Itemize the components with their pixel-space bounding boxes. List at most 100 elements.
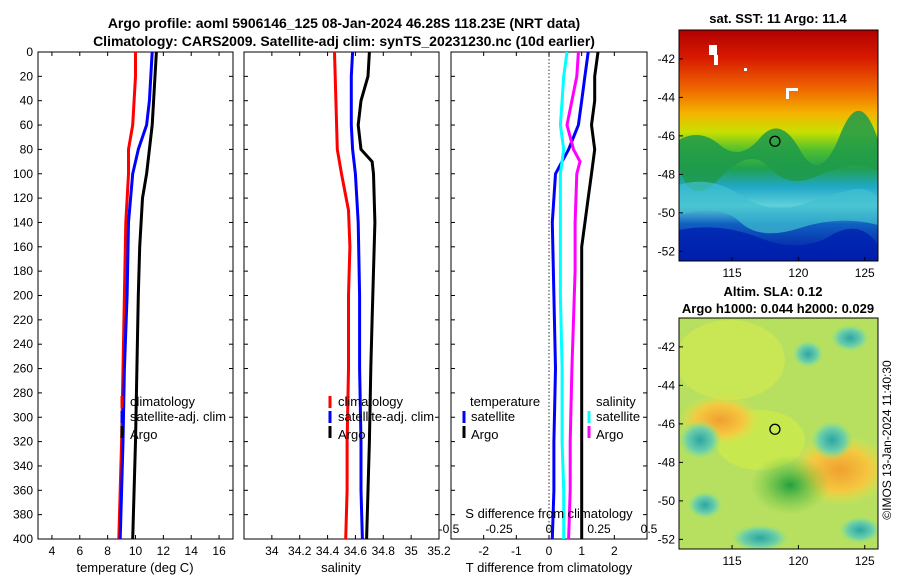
x-tick-label: -2 bbox=[478, 544, 489, 558]
x2-tick-label: 0.5 bbox=[641, 522, 658, 536]
y-tick-label: 220 bbox=[13, 313, 33, 327]
x-tick-label: 12 bbox=[157, 544, 171, 558]
y-tick-label: 320 bbox=[13, 435, 33, 449]
imos-credit: ©IMOS 13-Jan-2024 11:40:30 bbox=[880, 360, 894, 520]
depth-ticks: 0 20 40 60 80 100 120 140 160 180 200 220 240 260 280 3… bbox=[13, 45, 647, 546]
y-tick-label: 260 bbox=[13, 362, 33, 376]
x-tick-label: 34.4 bbox=[316, 544, 340, 558]
map-x-tick-label: 115 bbox=[722, 266, 741, 280]
legend-label-satellite: satellite-adj. clim bbox=[338, 409, 434, 424]
salinity-axes bbox=[243, 51, 440, 540]
legend-title-temperature: temperature bbox=[470, 394, 540, 409]
sst-map-frame bbox=[678, 29, 879, 262]
sla-map-ticks: 115 120 125 -42 -44 -46 -48 -50 -52 bbox=[658, 340, 875, 568]
x-tick-label: 2 bbox=[611, 544, 618, 558]
x-tick-label: 34.8 bbox=[372, 544, 396, 558]
x-tick-label: 1 bbox=[578, 544, 585, 558]
y-tick-label: 340 bbox=[13, 459, 33, 473]
legend-label-argo: Argo bbox=[338, 427, 365, 442]
title-line-2: Climatology: CARS2009. Satellite-adj cli… bbox=[93, 33, 595, 49]
map-y-tick-label: -44 bbox=[658, 90, 676, 104]
map-y-tick-label: -42 bbox=[658, 52, 676, 66]
y-tick-label: 140 bbox=[13, 215, 33, 229]
y-tick-label: 160 bbox=[13, 240, 33, 254]
map-y-tick-label: -50 bbox=[658, 206, 676, 220]
x-tick-label: 4 bbox=[49, 544, 56, 558]
y-tick-label: 20 bbox=[20, 69, 34, 83]
x-tick-label: 35 bbox=[404, 544, 418, 558]
map-y-tick-label: -48 bbox=[658, 167, 676, 181]
y-tick-label: 120 bbox=[13, 191, 33, 205]
x-tick-label: 35.2 bbox=[427, 544, 451, 558]
map-x-tick-label: 120 bbox=[788, 554, 808, 568]
series-line-satellite-adj-clim bbox=[349, 51, 364, 540]
argo-location-marker bbox=[769, 423, 781, 435]
y-tick-label: 300 bbox=[13, 410, 33, 424]
salinity-legend: climatology satellite-adj. clim Argo bbox=[328, 394, 434, 442]
difference-series-group: -2 -1 0 1 2 -0.5 -0.25 0 0.25 0.5 bbox=[439, 51, 658, 558]
legend-label-s-satellite: satellite bbox=[596, 409, 640, 424]
sla-heatmap-image bbox=[679, 318, 878, 549]
legend-label-satellite: satellite-adj. clim bbox=[130, 409, 226, 424]
temperature-series-group: 4 6 8 10 12 14 16 bbox=[49, 51, 226, 558]
x-tick-label: 14 bbox=[185, 544, 199, 558]
map-y-tick-label: -50 bbox=[658, 494, 676, 508]
title-line-1: Argo profile: aoml 5906146_125 08-Jan-20… bbox=[108, 15, 580, 31]
series-line-argo bbox=[131, 51, 158, 540]
legend-label-t-argo: Argo bbox=[471, 427, 498, 442]
y-tick-label: 180 bbox=[13, 264, 33, 278]
legend-label-climatology: climatology bbox=[130, 394, 196, 409]
map-x-tick-label: 125 bbox=[855, 554, 875, 568]
map-y-tick-label: -44 bbox=[658, 378, 676, 392]
series-line-s-argo bbox=[565, 51, 582, 540]
temperature-legend: climatology satellite-adj. clim Argo bbox=[120, 394, 226, 442]
map-y-tick-label: -46 bbox=[658, 417, 676, 431]
series-line-s-satellite bbox=[558, 51, 569, 539]
difference-x2label: S difference from climatology bbox=[465, 506, 633, 521]
x2-tick-label: 0.25 bbox=[587, 522, 611, 536]
sla-map-frame bbox=[678, 317, 879, 550]
x2-tick-label: -0.5 bbox=[439, 522, 460, 536]
series-line-climatology bbox=[333, 51, 352, 540]
x-tick-label: 6 bbox=[76, 544, 83, 558]
y-tick-label: 200 bbox=[13, 289, 33, 303]
x-tick-label: 16 bbox=[212, 544, 226, 558]
map-y-tick-label: -48 bbox=[658, 455, 676, 469]
map-x-tick-label: 120 bbox=[788, 266, 808, 280]
sla-map-subtitle: Argo h1000: 0.044 h2000: 0.029 bbox=[682, 301, 874, 316]
y-tick-label: 240 bbox=[13, 337, 33, 351]
argo-location-marker bbox=[769, 135, 781, 147]
x-tick-label: 8 bbox=[104, 544, 111, 558]
map-y-tick-label: -52 bbox=[658, 244, 676, 258]
y-tick-label: 80 bbox=[20, 142, 34, 156]
x2-tick-label: -0.25 bbox=[485, 522, 513, 536]
sla-map-title: Altim. SLA: 0.12 bbox=[724, 284, 823, 299]
legend-title-salinity: salinity bbox=[596, 394, 636, 409]
legend-label-argo: Argo bbox=[130, 427, 157, 442]
legend-label-t-satellite: satellite bbox=[471, 409, 515, 424]
x-tick-label: 34.6 bbox=[344, 544, 368, 558]
legend-label-climatology: climatology bbox=[338, 394, 404, 409]
y-tick-label: 380 bbox=[13, 508, 33, 522]
x-tick-label: 0 bbox=[546, 544, 553, 558]
y-tick-label: 0 bbox=[26, 45, 33, 59]
map-x-tick-label: 125 bbox=[855, 266, 875, 280]
series-line-argo bbox=[356, 51, 377, 540]
temperature-xlabel: temperature (deg C) bbox=[76, 560, 193, 575]
x-tick-label: 10 bbox=[129, 544, 143, 558]
series-line-t-argo bbox=[580, 51, 600, 539]
x-tick-label: 34 bbox=[265, 544, 279, 558]
sst-map-ticks: 115 120 125 -42 -44 -46 -48 -50 -52 bbox=[658, 52, 875, 280]
difference-legend: temperature salinity satellite Argo sate… bbox=[462, 394, 640, 442]
x2-tick-label: 0 bbox=[546, 522, 553, 536]
x-tick-label: -1 bbox=[511, 544, 522, 558]
sst-map-title: sat. SST: 11 Argo: 11.4 bbox=[709, 11, 847, 26]
series-line-satellite-adj-clim bbox=[118, 51, 154, 540]
difference-xlabel: T difference from climatology bbox=[466, 560, 633, 575]
map-y-tick-label: -52 bbox=[658, 532, 676, 546]
map-y-tick-label: -46 bbox=[658, 129, 676, 143]
y-tick-label: 100 bbox=[13, 167, 33, 181]
y-tick-label: 40 bbox=[20, 94, 34, 108]
series-line-t-satellite bbox=[550, 51, 590, 540]
